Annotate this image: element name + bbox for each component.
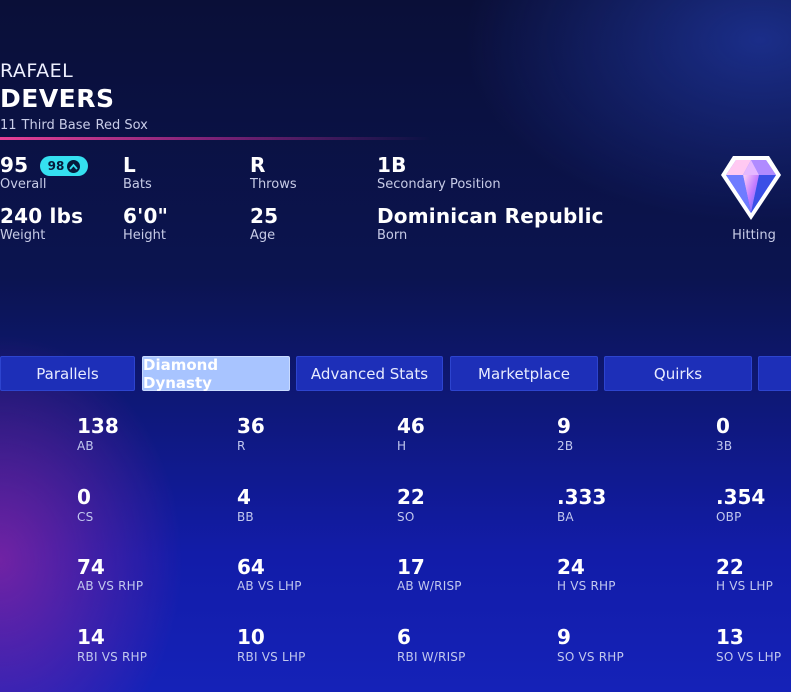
stat-label: H VS RHP [557, 579, 616, 593]
age-value: 25 [250, 204, 279, 228]
potential-value: 98 [47, 159, 65, 173]
player-number: 11 [0, 118, 17, 133]
stat-label: AB VS RHP [77, 579, 144, 593]
throws-label: Throws [250, 177, 297, 192]
tab-marketplace[interactable]: Marketplace [450, 356, 598, 391]
stat-label: 3B [716, 439, 733, 453]
tab-label: Advanced Stats [310, 364, 429, 383]
stat-value: 14 [77, 625, 105, 649]
rarity-label: Hitting [732, 228, 776, 243]
player-first-name: RAFAEL [0, 60, 74, 82]
tab-parallels[interactable]: Parallels [0, 356, 135, 391]
stat-label: H VS LHP [716, 579, 774, 593]
stat-label: 2B [557, 439, 574, 453]
stat-value: 17 [397, 555, 425, 579]
stat-label: RBI VS RHP [77, 650, 148, 664]
stat-value: 138 [77, 414, 119, 438]
stat-label: AB VS LHP [237, 579, 302, 593]
stat-label: AB W/RISP [397, 579, 462, 593]
stat-value: .354 [716, 485, 766, 509]
tab-more[interactable] [758, 356, 791, 391]
player-team: Red Sox [95, 118, 148, 133]
throws-value: R [250, 153, 266, 177]
stat-label: SO [397, 510, 415, 524]
secondary-position-value: 1B [377, 153, 407, 177]
stat-value: 22 [716, 555, 744, 579]
stat-value: 0 [77, 485, 91, 509]
chevron-up-icon [67, 159, 81, 173]
bats-value: L [123, 153, 136, 177]
weight-label: Weight [0, 228, 46, 243]
stat-value: 10 [237, 625, 265, 649]
diamond-gem-icon [721, 156, 781, 220]
stat-label: BB [237, 510, 254, 524]
stat-label: SO VS RHP [557, 650, 624, 664]
tab-quirks[interactable]: Quirks [604, 356, 752, 391]
stat-label: SO VS LHP [716, 650, 782, 664]
stat-label: RBI VS LHP [237, 650, 306, 664]
tab-label: Parallels [36, 364, 99, 383]
stat-value: 64 [237, 555, 265, 579]
tab-advanced-stats[interactable]: Advanced Stats [296, 356, 443, 391]
stat-value: 9 [557, 625, 571, 649]
stat-label: AB [77, 439, 94, 453]
stat-value: 46 [397, 414, 425, 438]
stat-value: 13 [716, 625, 744, 649]
overall-value: 95 [0, 153, 29, 177]
player-last-name: DEVERS [0, 84, 115, 113]
stat-value: .333 [557, 485, 607, 509]
stat-value: 0 [716, 414, 730, 438]
secondary-position-label: Secondary Position [377, 177, 501, 192]
stat-label: H [397, 439, 407, 453]
tab-label: Diamond Dynasty [143, 355, 219, 392]
born-label: Born [377, 228, 408, 243]
tab-label: Marketplace [478, 364, 570, 383]
header-divider [0, 137, 430, 140]
stat-label: R [237, 439, 246, 453]
bats-label: Bats [123, 177, 152, 192]
potential-badge: 98 [40, 156, 88, 176]
height-label: Height [123, 228, 166, 243]
tab-label: Quirks [653, 364, 703, 383]
player-subline: 11 Third Base Red Sox [0, 118, 153, 133]
height-value: 6'0" [123, 204, 169, 228]
stat-value: 6 [397, 625, 411, 649]
stat-value: 24 [557, 555, 585, 579]
tab-diamond-dynasty[interactable]: Diamond Dynasty [142, 355, 290, 392]
stat-label: RBI W/RISP [397, 650, 466, 664]
stat-value: 4 [237, 485, 251, 509]
born-value: Dominican Republic [377, 204, 604, 228]
stat-label: BA [557, 510, 574, 524]
stat-label: CS [77, 510, 94, 524]
stat-value: 22 [397, 485, 425, 509]
stat-value: 9 [557, 414, 571, 438]
stat-value: 74 [77, 555, 105, 579]
weight-value: 240 lbs [0, 204, 84, 228]
stat-label: OBP [716, 510, 742, 524]
overall-label: Overall [0, 177, 47, 192]
player-position: Third Base [21, 118, 91, 133]
age-label: Age [250, 228, 276, 243]
stat-value: 36 [237, 414, 265, 438]
